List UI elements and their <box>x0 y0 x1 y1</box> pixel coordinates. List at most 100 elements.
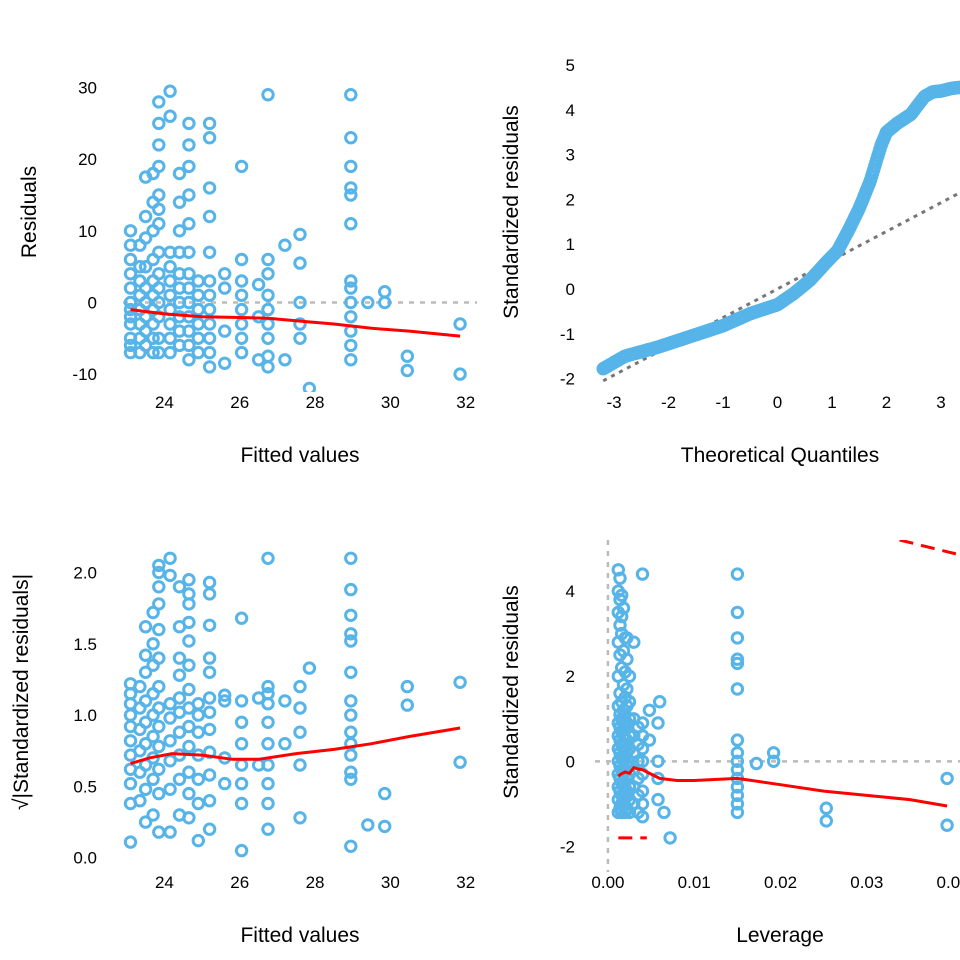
data-point <box>202 116 217 131</box>
data-point <box>627 635 641 649</box>
x-tick-label: 28 <box>306 393 325 412</box>
data-point <box>234 302 249 317</box>
data-point <box>191 796 206 811</box>
data-point <box>615 609 629 624</box>
data-point <box>657 805 671 820</box>
data-point <box>123 835 138 849</box>
data-point <box>163 734 177 748</box>
data-point <box>202 274 217 288</box>
data-point <box>182 739 196 754</box>
data-point <box>202 705 217 719</box>
data-point <box>293 256 307 270</box>
data-point <box>191 725 206 739</box>
data-point <box>234 274 249 288</box>
x-tick-label: 0.01 <box>678 873 711 892</box>
data-point <box>819 801 833 815</box>
data-point <box>344 748 358 762</box>
data-point <box>344 281 358 295</box>
data-point <box>152 651 166 665</box>
data-point <box>730 652 745 666</box>
data-point <box>152 116 166 131</box>
data-point <box>182 719 196 734</box>
data-point <box>138 231 153 245</box>
data-point <box>191 833 206 848</box>
data-point <box>302 661 317 675</box>
y-tick-label: 2 <box>566 190 575 209</box>
plot-area <box>595 540 960 872</box>
data-point <box>138 260 153 274</box>
data-point <box>344 295 358 310</box>
data-point <box>730 567 745 581</box>
data-point <box>344 694 358 708</box>
data-point <box>172 691 187 705</box>
data-point <box>730 754 745 768</box>
data-point <box>453 367 467 381</box>
data-point <box>730 797 745 811</box>
data-point <box>400 679 414 694</box>
data-point <box>152 565 166 580</box>
data-point <box>730 605 745 620</box>
data-point <box>635 741 650 756</box>
data-point <box>344 725 358 739</box>
x-tick-label: -2 <box>661 393 676 412</box>
data-point <box>182 615 196 630</box>
x-tick-label: 24 <box>155 393 174 412</box>
data-point <box>202 618 217 632</box>
data-point <box>182 245 196 260</box>
data-point <box>613 618 627 632</box>
y-tick-label: 30 <box>78 79 97 98</box>
y-tick-label: 0.5 <box>73 777 97 796</box>
data-point <box>182 295 196 310</box>
x-tick-label: 32 <box>456 393 475 412</box>
data-point <box>202 288 217 302</box>
data-point <box>344 582 358 597</box>
y-axis-title: Residuals <box>18 166 41 258</box>
data-point <box>152 679 166 694</box>
data-point <box>218 281 232 295</box>
normal-qq-panel: -3 -2 -1 0 1 2 3 -2 -1 0 1 2 3 4 5 Theoretical Quantile… <box>500 56 960 467</box>
data-point <box>182 573 196 587</box>
data-point <box>163 711 177 725</box>
data-point <box>766 746 781 760</box>
data-point <box>635 567 650 581</box>
data-point <box>182 116 196 131</box>
data-point <box>163 345 177 360</box>
data-point <box>453 675 467 689</box>
y-tick-label: -1 <box>560 325 575 344</box>
data-point <box>152 295 166 310</box>
data-point <box>191 697 206 711</box>
data-point <box>123 338 138 353</box>
plot-area <box>596 80 960 383</box>
data-point <box>218 694 232 708</box>
data-point <box>251 277 266 292</box>
data-point <box>146 808 160 822</box>
data-point <box>123 295 138 310</box>
data-point <box>123 708 138 722</box>
data-point <box>261 715 275 729</box>
y-tick-label: 1.5 <box>73 635 97 654</box>
data-point <box>278 353 292 367</box>
data-point <box>218 776 232 791</box>
data-point <box>202 302 217 317</box>
data-point <box>361 295 375 310</box>
data-point <box>344 181 358 195</box>
x-axis-title: Fitted values <box>240 924 359 947</box>
data-point <box>261 288 275 302</box>
data-point <box>202 131 217 145</box>
data-point <box>138 295 153 310</box>
data-point <box>730 780 745 794</box>
data-point <box>730 763 745 777</box>
data-point <box>344 338 358 353</box>
data-point <box>344 765 358 779</box>
data-point <box>651 716 665 730</box>
data-point <box>344 665 358 679</box>
data-point <box>344 772 358 786</box>
x-tick-label: 30 <box>381 393 400 412</box>
data-point <box>182 338 196 353</box>
data-point <box>163 825 177 839</box>
data-point <box>138 665 153 679</box>
data-point <box>378 786 392 801</box>
x-tick-label: 32 <box>456 873 475 892</box>
data-point <box>202 691 217 705</box>
